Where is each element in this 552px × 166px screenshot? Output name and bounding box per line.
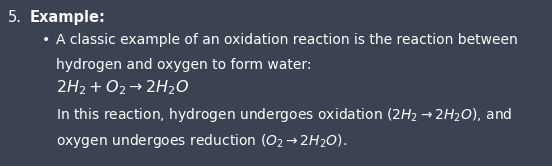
Text: In this reaction, hydrogen undergoes oxidation ($2H_2 \rightarrow 2H_2O$), and: In this reaction, hydrogen undergoes oxi… [56,106,512,124]
Text: 5.: 5. [8,10,22,25]
Text: A classic example of an oxidation reaction is the reaction between: A classic example of an oxidation reacti… [56,33,518,47]
Text: •: • [42,33,50,47]
Text: oxygen undergoes reduction ($O_2 \rightarrow 2H_2O$).: oxygen undergoes reduction ($O_2 \righta… [56,132,347,150]
Text: hydrogen and oxygen to form water:: hydrogen and oxygen to form water: [56,58,311,72]
Text: $2H_2 + O_2 \rightarrow 2H_2O$: $2H_2 + O_2 \rightarrow 2H_2O$ [56,78,189,97]
Text: Example:: Example: [30,10,106,25]
